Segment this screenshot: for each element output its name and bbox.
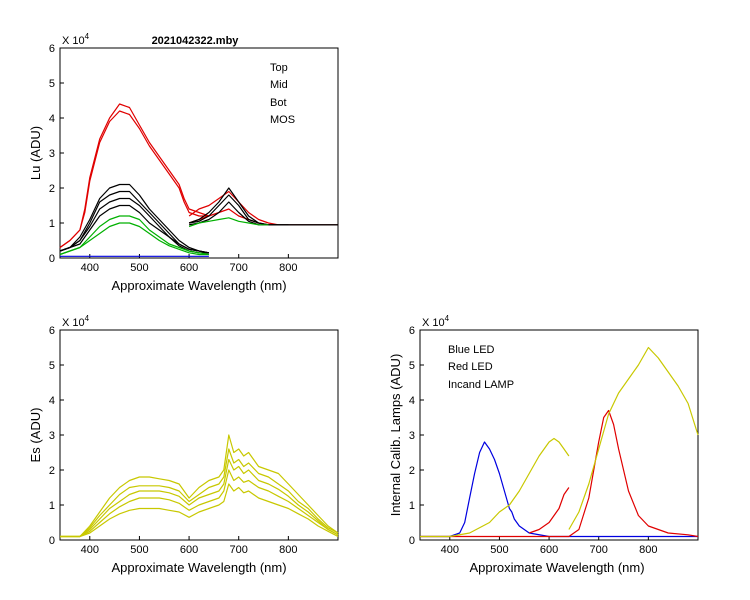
lu-plot-frame [59,47,339,259]
lu-ytick-label: 0 [49,253,55,265]
lamps-series-line-blue-led [420,441,698,538]
lu-series-line-top [59,197,210,254]
lamps-ytick-label: 6 [409,325,415,337]
lu-xtick-label: 400 [81,262,99,274]
lu-legend-mos: MOS [270,114,295,126]
lamps-series-line-red-led [420,409,699,538]
lu-series-line-top [188,194,338,226]
lu-series-line-mid [59,110,209,248]
lamps-xtick-label: 700 [590,544,608,556]
lu-ytick-label: 1 [49,218,55,230]
lamps-legend-blue: Blue LED [448,344,495,356]
lamps-ytick-label: 5 [409,360,415,372]
es-series-line-es [60,483,339,538]
lamps-legend-incand: Incand LAMP [448,379,514,391]
es-ytick-label: 5 [49,360,55,372]
lamps-ylabel: Internal Calib. Lamps (ADU) [388,354,403,517]
lu-xtick-label: 600 [180,262,198,274]
lu-xtick-label: 700 [230,262,248,274]
lu-legend-bot: Bot [270,97,287,109]
es-multiplier: X 104 [62,314,90,329]
lu-ylabel: Lu (ADU) [28,126,43,180]
lamps-xtick-label: 400 [441,544,459,556]
lu-xlabel: Approximate Wavelength (nm) [111,278,286,293]
es-ylabel: Es (ADU) [28,408,43,463]
lamps-panel: Approximate Wavelength (nm) Internal Cal… [388,314,699,575]
lu-series [59,103,338,257]
lu-ytick-label: 5 [49,78,55,90]
lamps-series-line-incand-lamp [420,437,570,538]
es-ytick-label: 1 [49,500,55,512]
lu-ticks: 400 500 600 700 800 0 1 2 3 4 5 6 [49,43,298,274]
es-xtick-label: 400 [81,544,99,556]
lu-series-line-top [59,183,210,254]
lu-xtick-label: 800 [279,262,297,274]
lamps-ytick-label: 4 [409,395,415,407]
es-panel: Approximate Wavelength (nm) Es (ADU) X 1… [28,314,339,575]
lu-xtick-label: 500 [130,262,148,274]
es-xtick-label: 800 [279,544,297,556]
es-ytick-label: 2 [49,465,55,477]
lamps-series-line-red-led [529,487,570,534]
lu-ytick-label: 4 [49,113,55,125]
es-ytick-label: 4 [49,395,55,407]
lu-multiplier: X 104 [62,32,90,47]
lu-series-line-bot [59,215,210,256]
lamps-legend: Blue LED Red LED Incand LAMP [448,344,514,391]
es-xtick-label: 700 [230,544,248,556]
es-series-line-es [60,434,339,538]
lu-legend-mid: Mid [270,79,288,91]
lu-series-line-mid [59,103,210,248]
lu-ytick-label: 3 [49,148,55,160]
lamps-xlabel: Approximate Wavelength (nm) [469,560,644,575]
lu-title: 2021042322.mby [152,35,240,47]
es-ytick-label: 6 [49,325,55,337]
es-ticks: 400 500 600 700 800 0 1 2 3 4 5 6 [49,325,298,556]
lu-series-line-top [59,204,209,254]
es-ytick-label: 0 [49,535,55,547]
es-series-line-es [60,458,339,538]
lamps-multiplier: X 104 [422,314,450,329]
lamps-ytick-label: 1 [409,500,415,512]
lu-series-line-top [188,187,338,226]
lamps-series-line-incand-lamp [568,346,699,530]
lu-series-line-bot [59,222,209,256]
lu-series-line-mid [188,190,338,226]
es-xlabel: Approximate Wavelength (nm) [111,560,286,575]
lu-series-line-bot [188,217,269,228]
lamps-xtick-label: 500 [490,544,508,556]
lu-ytick-label: 6 [49,43,55,55]
lamps-legend-red: Red LED [448,361,493,373]
lamps-ytick-label: 0 [409,535,415,547]
lu-legend: Top Mid Bot MOS [270,62,295,126]
lamps-ytick-label: 3 [409,430,415,442]
lamps-xtick-label: 600 [540,544,558,556]
es-series-line-es [60,469,339,538]
es-ytick-label: 3 [49,430,55,442]
es-xtick-label: 600 [180,544,198,556]
es-xtick-label: 500 [130,544,148,556]
lamps-ytick-label: 2 [409,465,415,477]
lamps-ticks: 400 500 600 700 800 0 1 2 3 4 5 6 [409,325,658,556]
lu-ytick-label: 2 [49,183,55,195]
lamps-xtick-label: 800 [639,544,657,556]
lu-legend-top: Top [270,62,288,74]
es-series-line-es [60,448,339,538]
lamps-series [420,346,699,538]
es-series [60,434,339,538]
lu-panel: 2021042322.mby Approximate Wavelength (n… [28,32,339,293]
